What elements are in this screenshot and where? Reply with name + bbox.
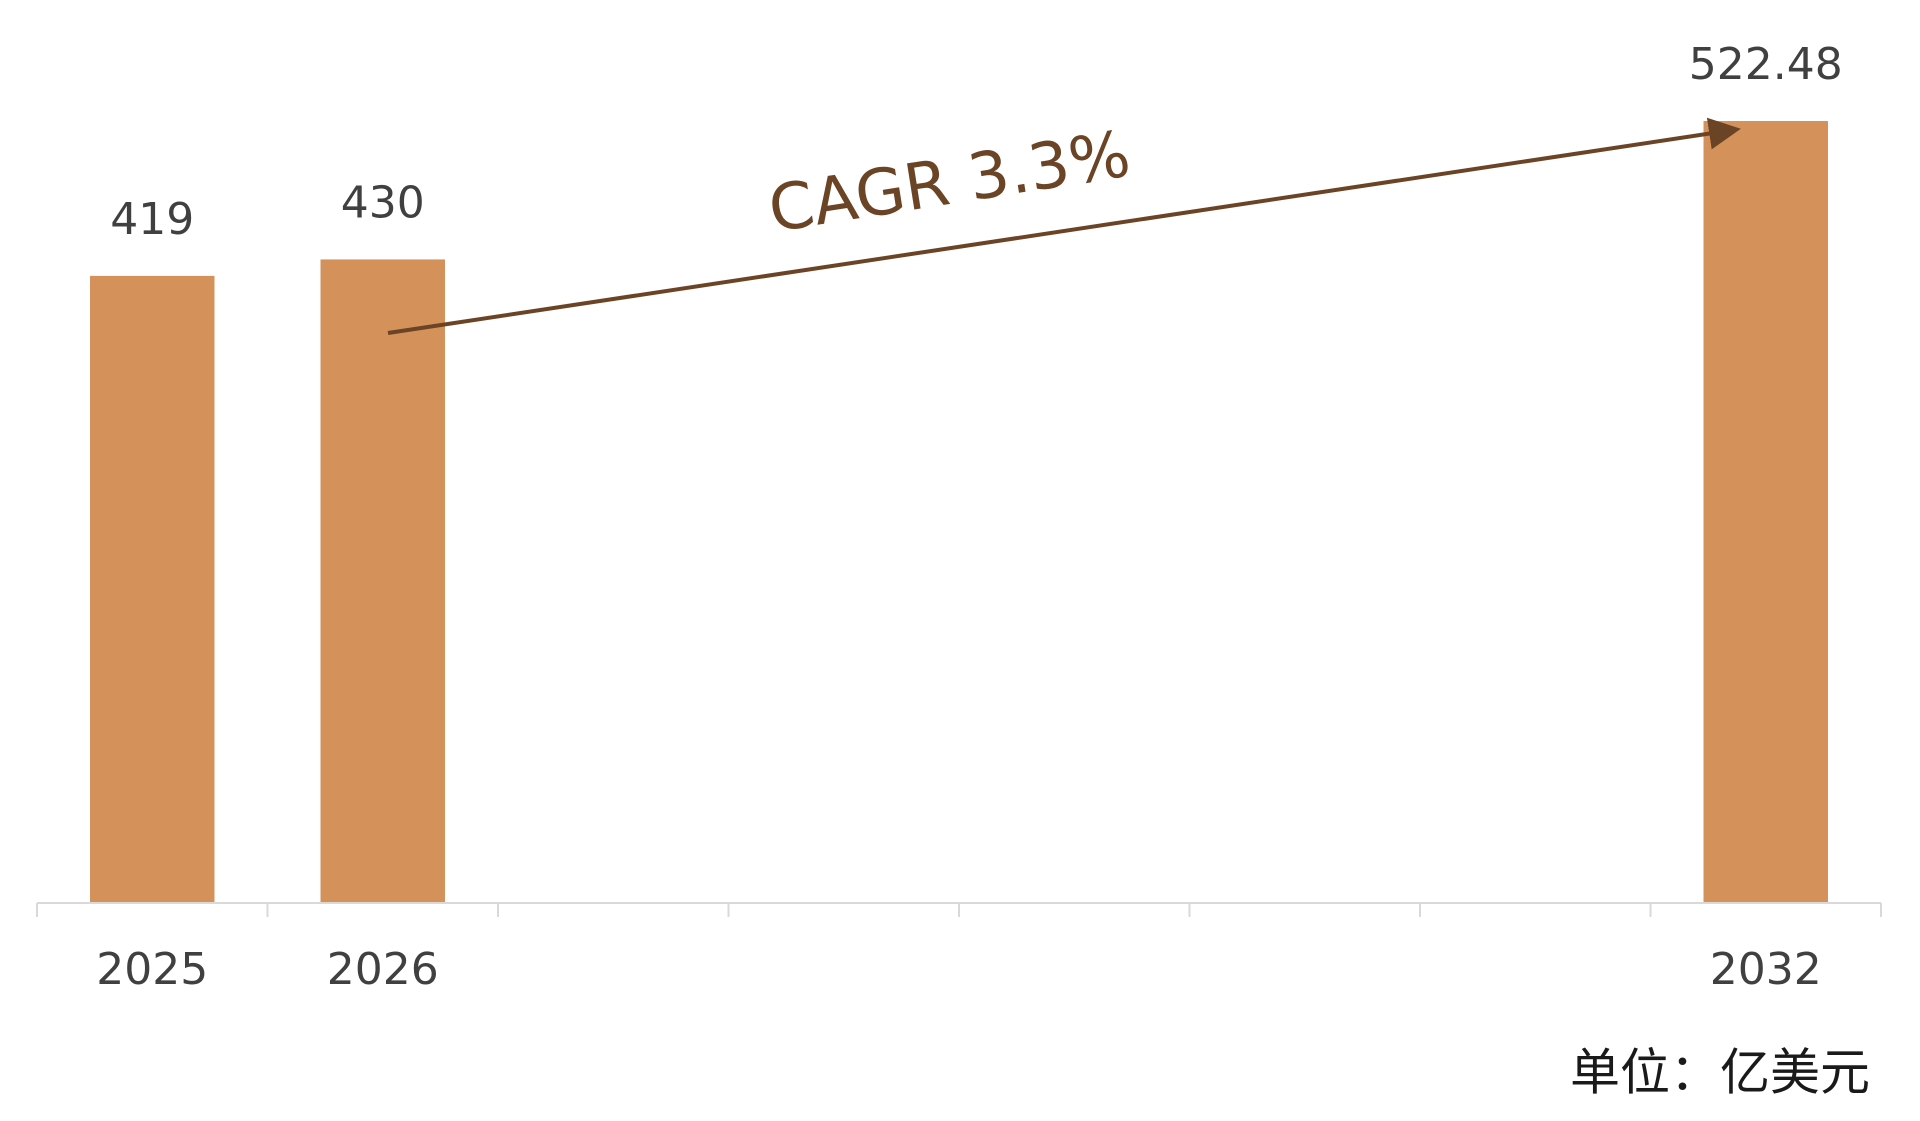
value-label: 430: [341, 177, 425, 228]
unit-label: 单位：亿美元: [1570, 1044, 1870, 1102]
value-label: 419: [110, 194, 194, 245]
bar: [320, 259, 445, 903]
x-tick-label: 2032: [1710, 944, 1822, 995]
value-label: 522.48: [1689, 39, 1843, 90]
bar: [1703, 121, 1828, 903]
x-tick-label: 2026: [327, 944, 439, 995]
bar: [90, 275, 215, 903]
cagr-arrow: [387, 117, 1741, 335]
x-tick-label: 2025: [96, 944, 208, 995]
